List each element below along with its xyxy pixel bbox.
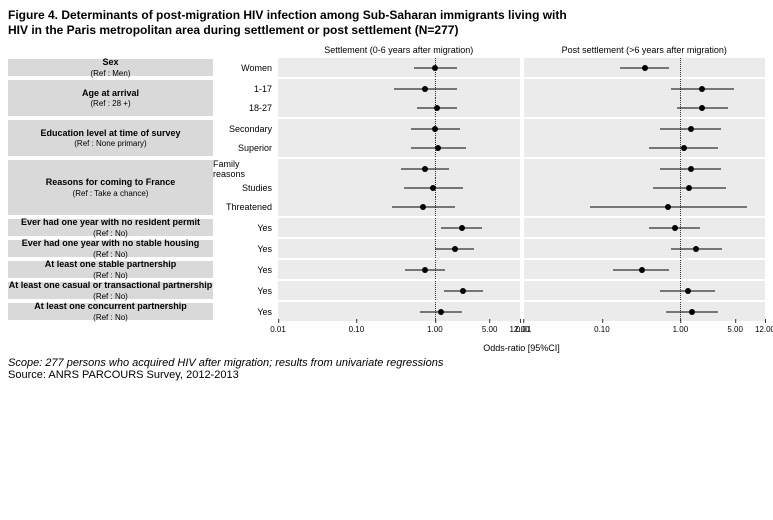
axis-tick: 1.00: [427, 321, 443, 334]
point-estimate: [432, 65, 438, 71]
x-axis-label: Odds-ratio [95%CI]: [278, 341, 765, 353]
forest-row: [524, 178, 766, 197]
axis-tick: 12.00: [755, 321, 773, 334]
axis-tick: 0.01: [516, 321, 532, 334]
forest-row: [524, 58, 766, 77]
level-label: 18-27: [213, 98, 278, 117]
point-estimate: [432, 126, 438, 132]
forest-row: [278, 281, 520, 300]
point-estimate: [699, 105, 705, 111]
point-estimate: [438, 309, 444, 315]
forest-row: [278, 302, 520, 321]
footer-source: Source: ANRS PARCOURS Survey, 2012-2013: [8, 369, 765, 381]
figure-footer: Scope: 277 persons who acquired HIV afte…: [8, 357, 765, 381]
forest-row: [278, 239, 520, 258]
axis-tick: 0.10: [594, 321, 610, 334]
forest-row: [278, 218, 520, 237]
title-line2: HIV in the Paris metropolitan area durin…: [8, 23, 458, 37]
level-label: Yes: [213, 239, 278, 258]
forest-row: [278, 119, 520, 138]
axis-tick: 0.01: [270, 321, 286, 334]
point-estimate: [672, 225, 678, 231]
group-label: At least one casual or transactional par…: [8, 281, 213, 300]
panel-title: Post settlement (>6 years after migratio…: [524, 42, 766, 58]
figure-body: Sex(Ref : Men) Age at arrival(Ref : 28 +)…: [8, 42, 765, 321]
level-label: 1-17: [213, 79, 278, 98]
group-label: At least one stable partnership(Ref : No…: [8, 260, 213, 279]
point-estimate: [430, 185, 436, 191]
level-label: Family reasons: [213, 159, 278, 178]
level-label: Secondary: [213, 119, 278, 138]
level-label: Women: [213, 58, 278, 77]
point-estimate: [689, 309, 695, 315]
point-estimate: [665, 204, 671, 210]
point-estimate: [459, 225, 465, 231]
forest-row: [278, 98, 520, 117]
group-label-column: Sex(Ref : Men) Age at arrival(Ref : 28 +)…: [8, 42, 213, 321]
group-label: Ever had one year with no resident permi…: [8, 218, 213, 237]
point-estimate: [422, 86, 428, 92]
point-estimate: [681, 145, 687, 151]
forest-row: [524, 218, 766, 237]
point-estimate: [688, 126, 694, 132]
point-estimate: [685, 288, 691, 294]
point-estimate: [693, 246, 699, 252]
forest-row: [278, 260, 520, 279]
forest-row: [524, 98, 766, 117]
forest-row: [278, 138, 520, 157]
point-estimate: [422, 166, 428, 172]
group-label: At least one concurrent partnership(Ref …: [8, 302, 213, 321]
forest-row: [524, 159, 766, 178]
point-estimate: [642, 65, 648, 71]
axis-tick: 1.00: [673, 321, 689, 334]
forest-row: [278, 197, 520, 216]
title-line1: Figure 4. Determinants of post-migration…: [8, 8, 567, 22]
point-estimate: [420, 204, 426, 210]
level-label-column: Women 1-1718-27 SecondarySuperior Family re…: [213, 42, 278, 321]
forest-row: [524, 79, 766, 98]
forest-row: [524, 138, 766, 157]
group-label: Age at arrival(Ref : 28 +): [8, 79, 213, 117]
point-estimate: [422, 267, 428, 273]
group-label: Sex(Ref : Men): [8, 58, 213, 77]
forest-row: [278, 58, 520, 77]
level-label: Yes: [213, 302, 278, 321]
axis-tick: 5.00: [727, 321, 743, 334]
point-estimate: [460, 288, 466, 294]
x-axis-left: 0.010.101.005.0012.00: [278, 321, 520, 341]
level-label: Yes: [213, 218, 278, 237]
level-label: Superior: [213, 138, 278, 157]
point-estimate: [688, 166, 694, 172]
point-estimate: [699, 86, 705, 92]
axis-tick: 0.10: [349, 321, 365, 334]
forest-row: [524, 239, 766, 258]
forest-row: [524, 260, 766, 279]
group-label: Ever had one year with no stable housing…: [8, 239, 213, 258]
forest-row: [524, 302, 766, 321]
point-estimate: [435, 145, 441, 151]
level-label: Studies: [213, 178, 278, 197]
point-estimate: [686, 185, 692, 191]
panel-title: Settlement (0-6 years after migration): [278, 42, 520, 58]
level-label: Threatened: [213, 197, 278, 216]
point-estimate: [639, 267, 645, 273]
forest-row: [278, 159, 520, 178]
forest-row: [524, 119, 766, 138]
forest-row: [524, 197, 766, 216]
forest-row: [278, 178, 520, 197]
point-estimate: [452, 246, 458, 252]
panel-settlement: Settlement (0-6 years after migration): [278, 42, 520, 321]
level-label: Yes: [213, 260, 278, 279]
forest-row: [278, 79, 520, 98]
group-label: Reasons for coming to France(Ref : Take …: [8, 159, 213, 216]
forest-row: [524, 281, 766, 300]
footer-scope: Scope: 277 persons who acquired HIV afte…: [8, 357, 765, 369]
point-estimate: [434, 105, 440, 111]
axis-tick: 5.00: [482, 321, 498, 334]
level-label: Yes: [213, 281, 278, 300]
x-axis-right: 0.010.101.005.0012.00: [524, 321, 766, 341]
panel-post-settlement: Post settlement (>6 years after migratio…: [524, 42, 766, 321]
figure-title: Figure 4. Determinants of post-migration…: [8, 8, 765, 38]
group-label: Education level at time of survey(Ref : …: [8, 119, 213, 157]
